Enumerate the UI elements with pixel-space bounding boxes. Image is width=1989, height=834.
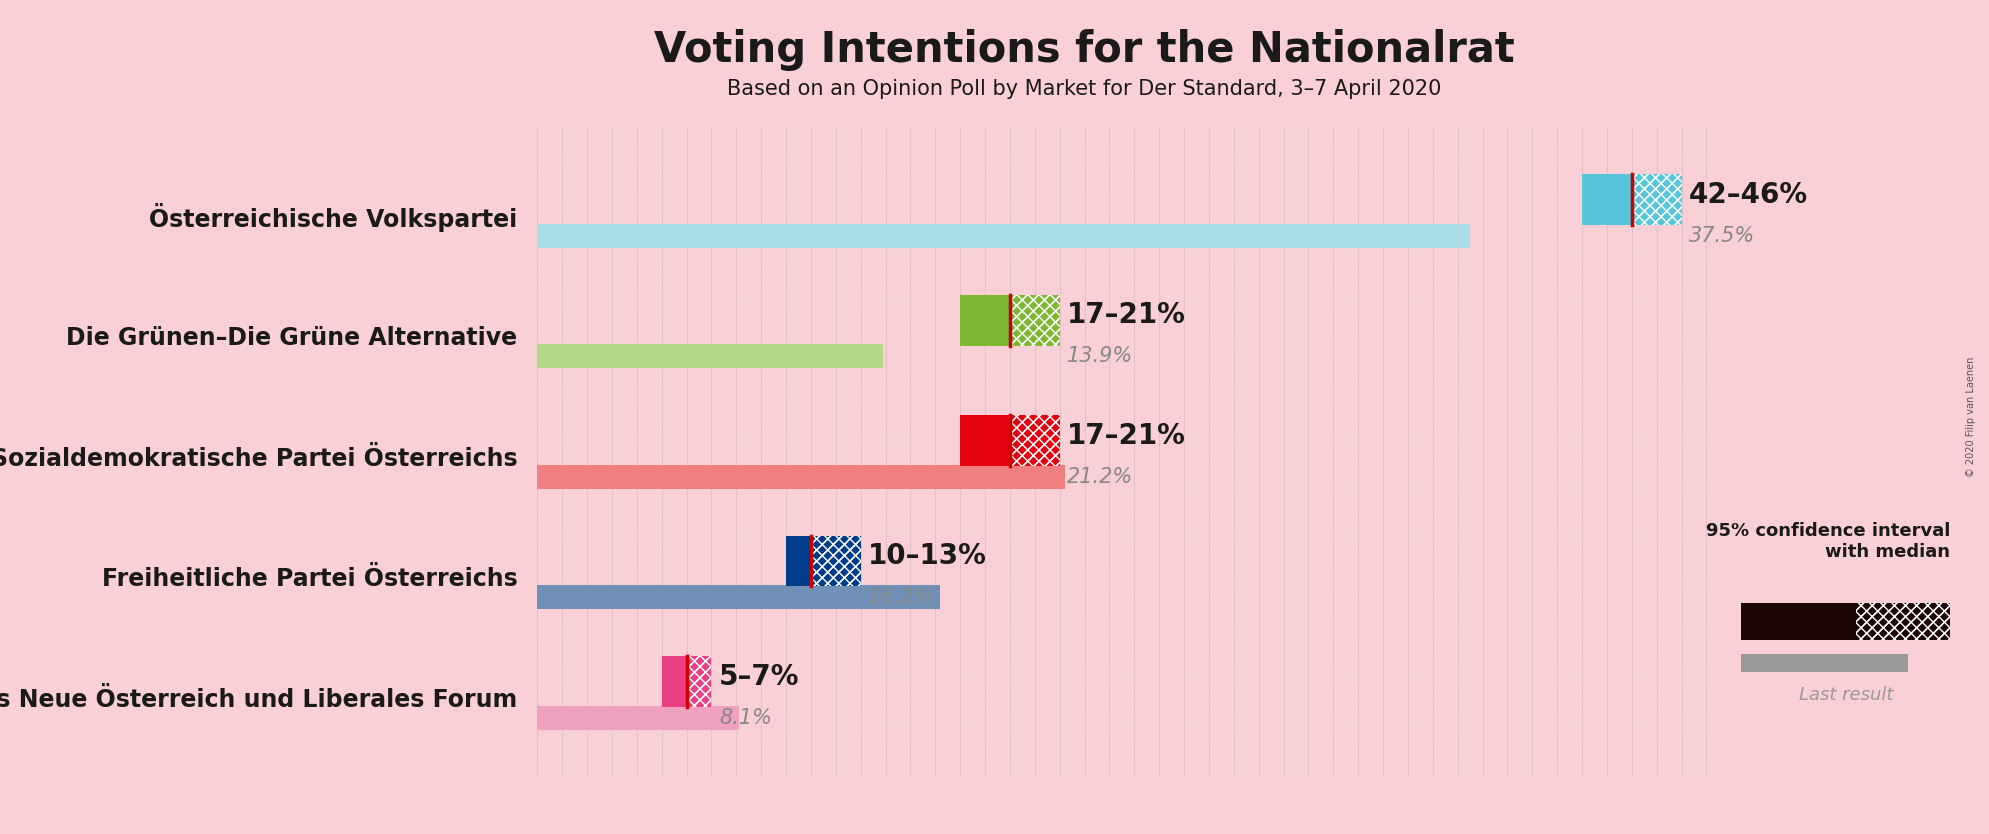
Text: 10–13%: 10–13%: [867, 542, 987, 570]
Text: 5–7%: 5–7%: [718, 663, 800, 691]
Bar: [959, 415, 1008, 466]
Bar: [959, 295, 1008, 345]
Text: 21.2%: 21.2%: [1066, 467, 1134, 487]
Bar: [1008, 295, 1058, 345]
Text: Last result: Last result: [1798, 686, 1892, 705]
Bar: [537, 224, 1470, 248]
Text: 8.1%: 8.1%: [718, 708, 772, 728]
Bar: [686, 656, 712, 707]
Text: 95% confidence interval
with median: 95% confidence interval with median: [1705, 522, 1949, 561]
Bar: [1008, 295, 1058, 345]
Bar: [1856, 603, 1949, 640]
Text: 42–46%: 42–46%: [1689, 181, 1808, 209]
Bar: [1856, 603, 1949, 640]
Text: Sozialdemokratische Partei Österreichs: Sozialdemokratische Partei Österreichs: [0, 447, 517, 470]
Bar: [1631, 174, 1681, 225]
Text: 16.2%: 16.2%: [867, 587, 935, 607]
Text: 17–21%: 17–21%: [1066, 422, 1185, 450]
Bar: [1008, 415, 1058, 466]
Text: Voting Intentions for the Nationalrat: Voting Intentions for the Nationalrat: [654, 29, 1514, 71]
Text: Österreichische Volkspartei: Österreichische Volkspartei: [149, 203, 517, 233]
Bar: [812, 536, 859, 586]
Bar: [1740, 603, 1856, 640]
Bar: [1581, 174, 1631, 225]
Bar: [686, 656, 712, 707]
Bar: [1008, 415, 1058, 466]
Bar: [1740, 654, 1907, 672]
Bar: [812, 536, 859, 586]
Text: 17–21%: 17–21%: [1066, 301, 1185, 329]
Text: 37.5%: 37.5%: [1689, 226, 1754, 246]
Bar: [537, 706, 738, 730]
Bar: [660, 656, 686, 707]
Text: Based on an Opinion Poll by Market for Der Standard, 3–7 April 2020: Based on an Opinion Poll by Market for D…: [728, 79, 1440, 99]
Bar: [537, 585, 939, 610]
Text: © 2020 Filip van Laenen: © 2020 Filip van Laenen: [1965, 357, 1975, 477]
Text: Freiheitliche Partei Österreichs: Freiheitliche Partei Österreichs: [101, 567, 517, 591]
Bar: [1631, 174, 1681, 225]
Text: NEOS–Das Neue Österreich und Liberales Forum: NEOS–Das Neue Österreich und Liberales F…: [0, 688, 517, 711]
Text: Die Grünen–Die Grüne Alternative: Die Grünen–Die Grüne Alternative: [66, 326, 517, 350]
Bar: [786, 536, 812, 586]
Bar: [537, 465, 1064, 489]
Text: 13.9%: 13.9%: [1066, 346, 1134, 366]
Bar: [537, 344, 883, 369]
